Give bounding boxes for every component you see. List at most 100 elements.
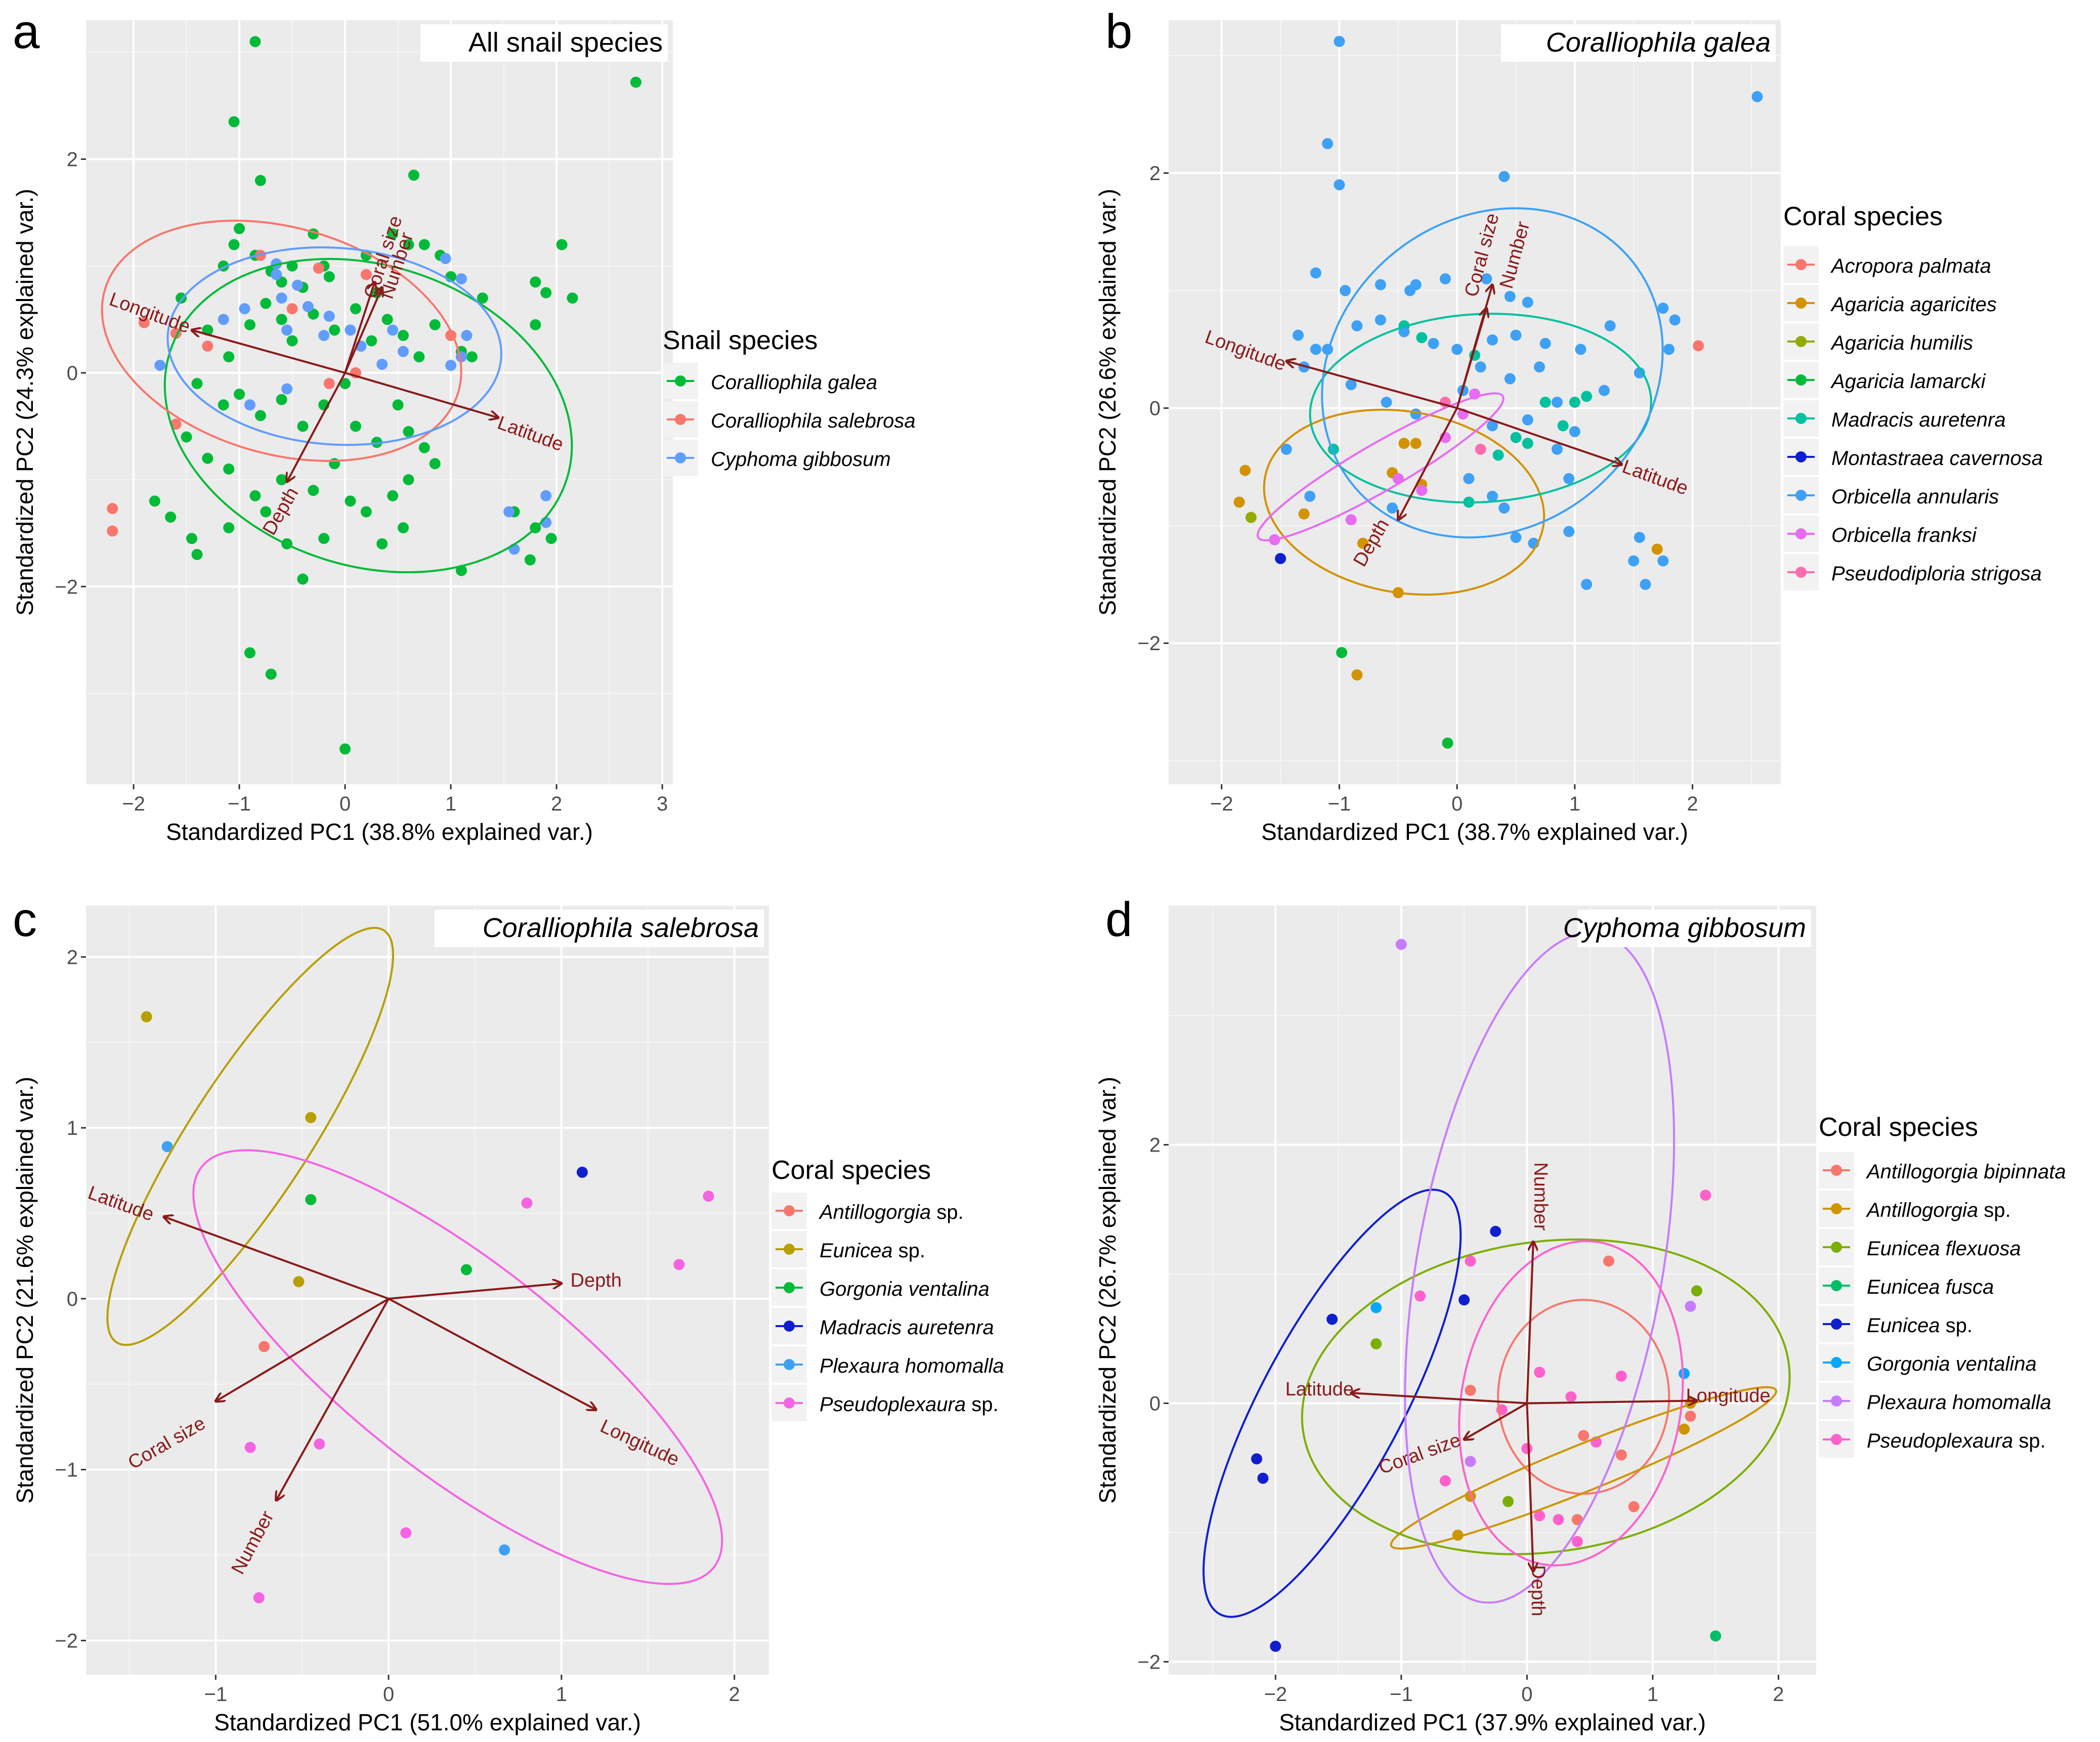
data-point xyxy=(313,262,324,274)
y-axis-label: Standardized PC2 (24.3% explained var.) xyxy=(12,189,38,616)
data-point xyxy=(1310,344,1321,355)
x-tick-label: 3 xyxy=(657,793,668,815)
data-point xyxy=(1370,1302,1382,1313)
data-point xyxy=(249,36,261,48)
legend-key-point xyxy=(784,1205,795,1216)
legend-title: Coral species xyxy=(772,1156,931,1185)
data-point xyxy=(400,1527,412,1539)
data-point xyxy=(1533,361,1545,373)
data-point xyxy=(567,292,578,304)
series-madracis-auretenra xyxy=(1327,320,1593,508)
ellipse-coralliophila-galea xyxy=(163,258,573,574)
major-grid xyxy=(1169,20,1781,784)
data-point xyxy=(292,279,304,291)
data-point xyxy=(234,223,245,234)
series-eunicea-flexuosa xyxy=(1370,1285,1702,1507)
data-point xyxy=(1475,361,1486,373)
data-point xyxy=(141,1011,152,1023)
data-point xyxy=(161,1141,173,1153)
data-point xyxy=(1651,543,1663,555)
data-point xyxy=(1569,397,1580,408)
legend-label: Plexaura homomalla xyxy=(820,1355,1004,1377)
legend: Snail species Coralliophila galea Corallio… xyxy=(663,326,916,476)
data-point xyxy=(1693,340,1704,352)
data-point xyxy=(191,378,203,390)
data-point xyxy=(1439,273,1451,285)
data-point xyxy=(1510,329,1522,341)
major-grid xyxy=(86,20,673,784)
series-agaricia-humilis xyxy=(1245,512,1257,523)
legend-key-point xyxy=(1795,490,1807,501)
panel-title: Coralliophila galea xyxy=(1546,27,1771,58)
data-point xyxy=(176,292,187,304)
data-point xyxy=(1685,1411,1696,1422)
data-point xyxy=(1615,1370,1627,1382)
data-point xyxy=(1504,373,1516,385)
y-tick-label: 0 xyxy=(67,362,78,385)
plot-background xyxy=(1169,20,1781,784)
loading-arrow xyxy=(1527,1400,1697,1403)
data-point xyxy=(186,533,198,544)
data-point xyxy=(1751,91,1763,102)
legend-label: Pseudoplexaura sp. xyxy=(820,1393,999,1416)
data-point xyxy=(293,1276,305,1288)
x-tick-label: 2 xyxy=(551,793,562,815)
ellipse-coralliophila-salebrosa xyxy=(101,220,462,462)
data-point xyxy=(1575,344,1587,355)
data-point xyxy=(1503,1496,1514,1507)
data-point xyxy=(499,1544,510,1556)
data-point xyxy=(244,399,255,411)
data-point xyxy=(1239,464,1251,476)
legend-key-point xyxy=(1831,1434,1842,1445)
legend-item: Madracis auretenra xyxy=(1783,400,2006,437)
data-point xyxy=(461,330,473,342)
major-grid xyxy=(86,906,769,1675)
legend-item: Montastraea cavernosa xyxy=(1783,439,2043,475)
data-point xyxy=(1310,267,1321,279)
panel-title: Coralliophila salebrosa xyxy=(483,913,759,943)
x-tick-label: −1 xyxy=(1328,793,1351,815)
series-montastraea-cavernosa xyxy=(1275,553,1287,564)
loading-label: Number xyxy=(1530,1162,1551,1230)
data-point xyxy=(630,76,641,88)
loading-arrow xyxy=(1351,1393,1527,1405)
data-point xyxy=(366,335,377,347)
data-point xyxy=(1375,314,1386,326)
legend-key-point xyxy=(1831,1165,1842,1176)
data-point xyxy=(503,506,515,518)
legend-label: Agaricia agaricites xyxy=(1830,293,1997,316)
data-point xyxy=(1551,397,1563,408)
series-madracis-auretenra xyxy=(576,1166,588,1178)
data-point xyxy=(228,239,240,250)
data-point xyxy=(1634,532,1645,543)
data-point xyxy=(260,298,272,309)
legend-label: Orbicella annularis xyxy=(1831,486,1999,508)
legend-key-point xyxy=(1795,567,1807,578)
data-point xyxy=(540,490,552,501)
series-agaricia-agaricites xyxy=(1233,438,1663,681)
y-tick-label: −1 xyxy=(55,1459,78,1481)
data-point xyxy=(1233,496,1245,508)
legend-item: Gorgonia ventalina xyxy=(772,1269,990,1306)
series-orbicella-annularis xyxy=(1280,35,1763,590)
data-point xyxy=(1275,553,1287,564)
data-point xyxy=(440,252,451,264)
data-point xyxy=(223,463,235,475)
data-point xyxy=(149,495,160,507)
ellipse-orbicella-franksi xyxy=(1256,392,1505,542)
plot-background xyxy=(1169,906,1816,1675)
legend-item: Coralliophila galea xyxy=(663,363,877,399)
data-point xyxy=(1657,555,1669,567)
data-point xyxy=(1280,443,1292,455)
data-point xyxy=(318,533,330,544)
data-point xyxy=(466,351,478,363)
data-point xyxy=(1615,1449,1627,1461)
legend-item: Eunicea sp. xyxy=(772,1231,925,1267)
legend-item: Antillogorgia sp. xyxy=(772,1193,964,1229)
legend-item: Pseudodiploria strigosa xyxy=(1783,554,2042,590)
data-point xyxy=(1298,508,1310,520)
legend-item: Madracis auretenra xyxy=(772,1308,994,1344)
data-point xyxy=(244,319,255,330)
